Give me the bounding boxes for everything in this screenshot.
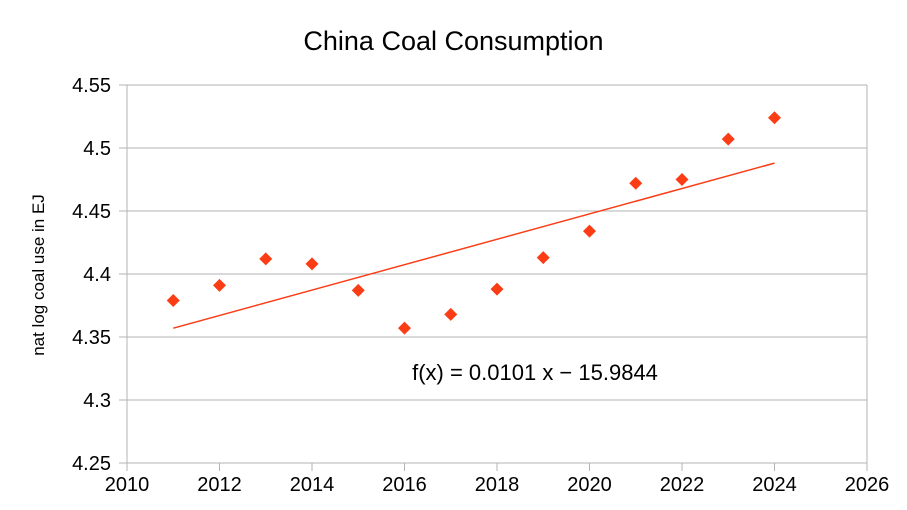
data-point — [583, 224, 596, 238]
x-tick-label: 2012 — [197, 474, 242, 496]
data-point — [490, 282, 504, 296]
data-point — [629, 176, 643, 190]
y-tick-label: 4.35 — [72, 327, 111, 349]
x-tick-label: 2010 — [105, 474, 150, 496]
y-tick-label: 4.5 — [83, 138, 111, 160]
x-tick-label: 2024 — [752, 474, 797, 496]
data-point — [721, 132, 735, 146]
x-tick-label: 2026 — [845, 474, 890, 496]
data-point — [305, 257, 319, 271]
y-tick-label: 4.45 — [72, 201, 111, 223]
x-tick-label: 2014 — [290, 474, 335, 496]
data-point — [213, 278, 226, 292]
x-tick-label: 2020 — [567, 474, 612, 496]
x-tick-label: 2018 — [475, 474, 520, 496]
y-tick-label: 4.3 — [83, 390, 111, 412]
data-point — [444, 307, 458, 321]
x-tick-label: 2016 — [382, 474, 427, 496]
y-tick-label: 4.55 — [72, 75, 111, 97]
y-tick-label: 4.4 — [83, 264, 111, 286]
data-point — [675, 173, 689, 186]
trend-line — [173, 162, 775, 329]
data-point — [166, 293, 180, 307]
data-point — [768, 111, 781, 125]
data-point — [259, 252, 273, 266]
data-point — [536, 251, 550, 265]
trendline-equation: f(x) = 0.0101 x − 15.9844 — [412, 360, 658, 385]
chart-title: China Coal Consumption — [303, 26, 604, 56]
x-tick-label: 2022 — [660, 474, 705, 496]
data-point — [398, 321, 411, 335]
y-tick-label: 4.25 — [72, 453, 111, 475]
data-point — [351, 283, 365, 297]
